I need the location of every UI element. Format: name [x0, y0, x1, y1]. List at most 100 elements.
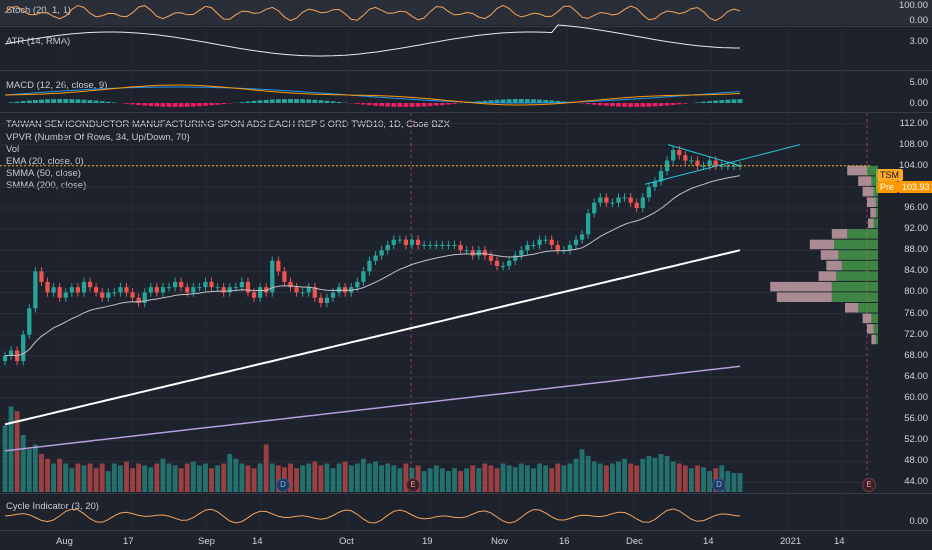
- candle-body: [39, 271, 44, 282]
- macd-histogram-bar: [682, 103, 688, 104]
- volume-bar: [446, 471, 451, 492]
- candle-body: [75, 287, 81, 293]
- vpvr-up-bar: [871, 176, 878, 186]
- volume-bar: [172, 465, 178, 492]
- macd-histogram-bar: [142, 103, 148, 106]
- macd-histogram-bar: [354, 103, 360, 104]
- vpvr-down-bar: [845, 303, 859, 313]
- candle-body: [683, 155, 688, 161]
- volume-bar: [610, 463, 615, 492]
- candle-body: [707, 160, 712, 166]
- volume-bar: [57, 458, 63, 492]
- volume-bar: [87, 463, 93, 492]
- candle-body: [440, 244, 445, 246]
- vpvr-up-bar: [873, 324, 878, 334]
- macd-histogram-bar: [245, 101, 251, 103]
- macd-histogram-bar: [148, 103, 154, 107]
- volume-bar: [312, 461, 318, 492]
- time-tick: 14: [834, 536, 845, 547]
- volume-bar: [385, 463, 391, 492]
- volume-bar: [318, 465, 324, 492]
- macd-histogram-bar: [45, 99, 50, 103]
- macd-histogram-bar: [391, 103, 397, 107]
- volume-bar: [251, 468, 257, 492]
- volume-bar: [470, 465, 476, 492]
- indicator-vpvr[interactable]: VPVR (Number Of Rows, 34, Up/Down, 70): [6, 132, 190, 143]
- vpvr-up-bar: [875, 334, 878, 345]
- indicator-vol[interactable]: Vol: [6, 144, 20, 155]
- candle-body: [494, 260, 500, 267]
- time-tick: 16: [559, 536, 570, 547]
- candle-body: [197, 287, 202, 289]
- indicator-smma50[interactable]: SMMA (50, close): [6, 168, 81, 179]
- price-tick: 60.00: [904, 392, 928, 403]
- candle-body: [251, 292, 257, 298]
- time-tick: Nov: [491, 536, 508, 547]
- candle-body: [513, 255, 518, 261]
- candle-body: [604, 197, 609, 203]
- vpvr-up-bar: [836, 271, 878, 281]
- macd-histogram-bar: [172, 103, 178, 107]
- macd-histogram-bar: [415, 103, 421, 107]
- candle-body: [652, 181, 658, 187]
- volume-bar: [512, 467, 518, 492]
- candle-body: [646, 186, 652, 198]
- pane-separator[interactable]: [0, 70, 932, 71]
- volume-bar: [524, 465, 530, 492]
- macd-histogram-bar: [312, 99, 318, 103]
- macd-histogram-bar: [336, 101, 342, 103]
- price-tick: 84.00: [904, 265, 928, 277]
- candle-body: [148, 287, 153, 293]
- macd-histogram-bar: [597, 103, 603, 106]
- macd-histogram-bar: [39, 99, 44, 103]
- candle-body: [628, 197, 633, 203]
- macd-histogram-bar: [324, 100, 330, 103]
- cycle-label: Cycle Indicator (3, 20): [6, 501, 99, 512]
- macd-histogram-bar: [634, 103, 640, 107]
- macd-histogram-bar: [506, 99, 512, 103]
- macd-histogram-bar: [215, 103, 221, 105]
- volume-bar: [476, 468, 482, 492]
- macd-histogram-bar: [105, 101, 111, 103]
- macd-histogram-bar: [494, 99, 500, 103]
- pane-separator[interactable]: [0, 26, 932, 27]
- volume-bar: [603, 465, 609, 492]
- event-dividend-icon[interactable]: D: [276, 478, 290, 492]
- macd-histogram-bar: [409, 103, 415, 107]
- time-tick: Oct: [339, 536, 354, 547]
- volume-bar: [658, 454, 664, 492]
- macd-histogram-bar: [26, 100, 32, 103]
- volume-bar: [500, 463, 506, 492]
- candle-body: [409, 239, 415, 245]
- stoch-label: Stoch (20, 1, 1): [6, 5, 71, 16]
- indicator-ema[interactable]: EMA (20, close, 0): [6, 156, 84, 167]
- event-earnings-icon[interactable]: E: [406, 478, 420, 492]
- pane-separator[interactable]: [0, 112, 932, 113]
- macd-histogram-bar: [184, 103, 190, 107]
- vpvr-down-bar: [818, 271, 837, 281]
- volume-bar: [39, 454, 44, 492]
- macd-histogram-bar: [136, 103, 142, 106]
- candle-body: [203, 281, 208, 288]
- volume-bar: [506, 465, 512, 492]
- volume-bar: [99, 463, 105, 492]
- candle-body: [233, 287, 238, 289]
- price-tick: 104.00: [898, 159, 928, 171]
- candle-body: [385, 244, 390, 251]
- macd-histogram-bar: [367, 103, 372, 106]
- candle-body: [179, 281, 184, 288]
- event-earnings-icon[interactable]: E: [862, 478, 876, 492]
- pre-price: 103.93: [898, 181, 932, 193]
- pane-separator[interactable]: [0, 493, 932, 494]
- indicator-smma200[interactable]: SMMA (200, close): [6, 180, 87, 191]
- vpvr-down-bar: [862, 186, 874, 197]
- time-tick: 17: [123, 536, 134, 547]
- event-dividend-icon[interactable]: D: [712, 478, 726, 492]
- candle-body: [294, 287, 299, 293]
- volume-bar: [154, 463, 160, 492]
- macd-histogram-bar: [257, 100, 263, 103]
- volume-bar: [427, 468, 433, 492]
- candle-body: [245, 281, 251, 293]
- volume-bar: [221, 463, 227, 492]
